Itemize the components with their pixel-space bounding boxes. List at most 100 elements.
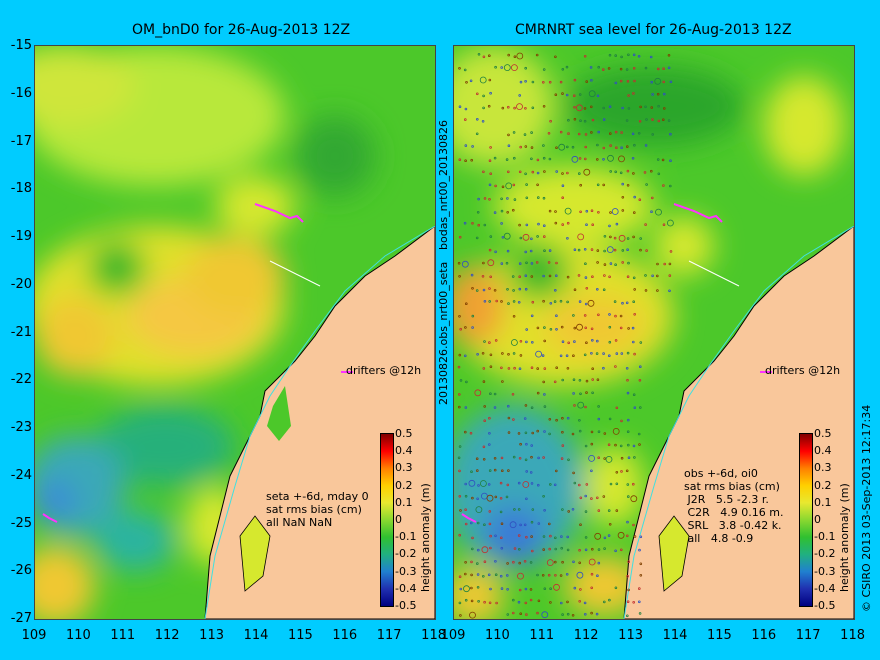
colorbar-tick-label: -0.3 [395,564,417,578]
observation-dot [530,146,534,149]
observation-dot [590,351,593,355]
observation-dot [644,274,647,277]
observation-dot [513,547,517,550]
observation-dot [500,209,504,213]
observation-dot [626,574,629,578]
observation-dot [631,132,635,136]
observation-dot [458,314,461,318]
observation-dot [596,496,599,500]
observation-dot [501,236,505,239]
observation-dot [531,80,535,84]
observation-dot [618,155,625,163]
observation-dot [470,470,473,474]
observation-dot [626,79,630,83]
observation-dot [591,391,594,395]
observation-dot [633,211,636,214]
observation-dot [590,497,593,500]
observation-dot [596,94,600,98]
observation-dot [597,561,601,565]
observation-dot [535,261,539,264]
observation-dot [638,443,641,446]
observation-dot [488,341,491,344]
observation-dot [458,533,461,537]
observation-dot [470,586,473,590]
observation-dot [607,67,611,70]
observation-dot [609,262,613,265]
observation-dot [596,158,599,161]
right-colorbar [799,433,813,607]
observation-dot [596,261,599,264]
observation-dot [555,274,558,278]
observation-dot [663,92,666,96]
observation-dot [505,574,509,577]
observation-dot [668,262,672,266]
observation-dot [603,547,606,550]
observation-dot [463,221,467,225]
observation-dot [518,287,522,291]
observation-dot [633,352,636,356]
observation-dot [488,469,492,472]
observation-dot [579,496,583,500]
observation-dot [529,598,533,602]
observation-dot [597,313,600,317]
observation-dot [626,351,630,355]
observation-dot [565,93,569,97]
observation-dot [465,302,468,306]
observation-dot [584,405,587,409]
observation-dot [627,443,630,447]
colorbar-tick-label: 0 [814,513,821,526]
observation-dot [597,405,600,408]
observation-dot [517,508,521,511]
observation-dot [662,118,665,121]
observation-dot [482,445,486,449]
observation-dot [561,444,565,447]
observation-dot [639,406,642,409]
observation-dot [627,418,630,422]
observation-dot [626,614,629,618]
observation-dot [475,457,479,461]
observation-dot [458,393,461,396]
copyright-label: © CSIRO 2013 03-Sep-2013 12:17:34 [860,404,873,612]
observation-dot [626,378,629,382]
observation-dot [608,522,612,526]
observation-dot [495,299,498,303]
observation-dot [475,289,479,292]
observation-dot [513,106,516,110]
x-tick-label: 118 [840,628,865,643]
observation-dot [489,392,492,396]
observation-dot [594,532,602,540]
observation-dot [512,455,516,459]
observation-dot [585,209,589,213]
observation-dot [469,79,473,83]
observation-dot [555,146,558,149]
right-map-svg [454,46,854,619]
observation-dot [522,481,530,488]
observation-dot [524,601,528,605]
observation-dot [499,574,503,578]
observation-dot [488,431,491,435]
observation-dot [632,600,636,604]
observation-dot [493,456,497,460]
observation-dot [530,131,533,134]
observation-dot [591,118,595,122]
observation-dot [669,250,673,253]
colorbar-tick-label: 0.4 [395,444,413,458]
observation-dot [512,560,515,564]
observation-dot [590,611,593,615]
observation-dot [560,601,563,605]
middle-label-top: bodas_nrt00_20130826 [437,120,450,250]
observation-dot [470,599,474,603]
observation-dots [457,52,674,619]
observation-dot [488,416,491,420]
observation-dot [645,118,648,121]
observation-dot [571,507,575,511]
observation-dot [518,94,521,97]
observation-dot [500,587,504,590]
colorbar-tick-label: 0.2 [814,478,832,492]
observation-dot [650,106,654,109]
observation-dot [475,236,479,240]
observation-dot [626,169,630,173]
observation-dot [583,353,587,357]
observation-dot [519,354,523,357]
observation-dot [615,470,619,474]
